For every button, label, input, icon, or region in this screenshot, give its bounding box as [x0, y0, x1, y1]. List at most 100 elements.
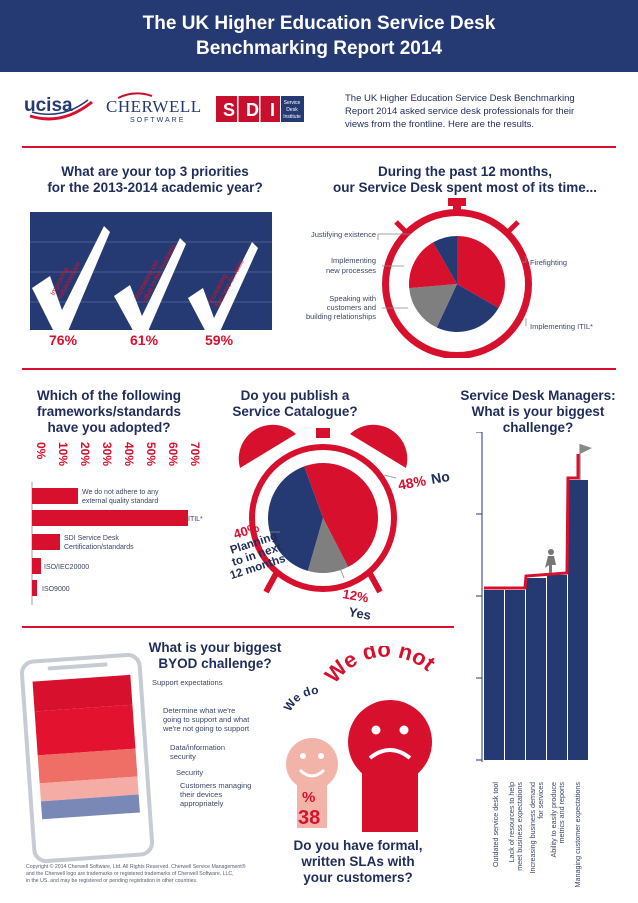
svg-text:Yes: Yes [347, 604, 372, 623]
flag-icon [580, 444, 592, 454]
challenge-chart: Outdated service desk tool Lack of resou… [474, 431, 634, 892]
byod-band-determine [34, 704, 136, 756]
tick-label: 60% [166, 442, 180, 466]
phone-graphic [12, 648, 162, 868]
copyright: Copyright © 2014 Cherwell Software, Ltd.… [26, 864, 246, 884]
svg-text:ISO9000: ISO9000 [42, 586, 70, 593]
byod-band-data [37, 748, 138, 784]
svg-text:%: % [302, 789, 315, 806]
byod-band-customers [40, 794, 140, 820]
svg-text:CHERWELL: CHERWELL [106, 97, 202, 116]
priorities-title: What are your top 3 priorities for the 2… [47, 164, 263, 195]
slice-implementing-new [409, 242, 457, 289]
label-itil: Implementing ITIL* [530, 322, 593, 331]
cherwell-logo: CHERWELL SOFTWARE [104, 88, 204, 126]
slice-planning [268, 466, 323, 571]
svg-text:SDI Service Desk: SDI Service Desk [64, 535, 119, 542]
svg-text:48%: 48% [397, 472, 428, 493]
page-title-line1: The UK Higher Education Service Desk [142, 13, 496, 34]
slice-yes [307, 518, 349, 573]
svg-text:ISO/IEC20000: ISO/IEC20000 [44, 564, 89, 571]
ucisa-logo: ucisa [22, 90, 97, 124]
svg-text:ITIL*: ITIL* [188, 516, 203, 523]
svg-text:12%: 12% [341, 586, 370, 605]
svg-text:new processes: new processes [326, 266, 376, 275]
bar-iso9000 [32, 580, 37, 596]
label-firefighting: Firefighting [530, 258, 567, 267]
sad-face-icon [348, 700, 432, 832]
tick-label: 20% [78, 442, 92, 466]
priorities-graphic: Improvingvalue/welfare Increasing ourval… [30, 212, 272, 354]
checkmark-icon-2 [114, 238, 186, 336]
priority-pct-3: 59% [205, 332, 234, 348]
bar-itil [32, 510, 188, 526]
time-spent-title: During the past 12 months, our Service D… [332, 164, 598, 195]
tick-label: 50% [144, 442, 158, 466]
svg-text:Institute: Institute [283, 114, 301, 120]
challenge-bar-2 [505, 590, 525, 760]
svg-text:Outdated service desk tool: Outdated service desk tool [491, 782, 500, 868]
svg-text:Increasing business demandfor: Increasing business demandfor services [528, 782, 545, 874]
section-divider [22, 368, 616, 370]
happy-face-icon [286, 738, 338, 828]
slice-itil [436, 284, 499, 332]
catalogue-chart: 48% No 40% Planning to in next 12 months… [210, 420, 470, 625]
page-title-line2: Benchmarking Report 2014 [195, 38, 443, 59]
priority-pct-1: 76% [49, 332, 78, 348]
byod-title: What is your biggest BYOD challenge? [148, 640, 282, 671]
tick-label: 30% [100, 442, 114, 466]
bar-iso20000 [32, 558, 41, 574]
slice-speaking [409, 284, 457, 328]
svg-text:Certification/standards: Certification/standards [64, 544, 134, 551]
bell-icon-right [350, 424, 408, 468]
byod-band-security [39, 776, 139, 802]
challenge-title: Service Desk Managers: What is your bigg… [460, 388, 616, 435]
challenge-bar-4 [547, 575, 567, 760]
stopwatch-chart: Justifying existence Implementing new pr… [290, 198, 630, 359]
sla-question: Do you have formal, written SLAs with yo… [293, 838, 423, 885]
catalogue-pie [268, 463, 378, 573]
time-pie [409, 236, 505, 332]
bar-no-standard [32, 488, 78, 504]
title-banner: The UK Higher Education Service Desk Ben… [0, 0, 638, 72]
frameworks-title: Which of the following frameworks/standa… [36, 388, 182, 435]
svg-text:%: % [378, 770, 394, 790]
catalogue-title: Do you publish a Service Catalogue? [232, 388, 358, 419]
section-divider [22, 146, 616, 148]
section-divider [22, 626, 454, 628]
svg-text:Managing customer expectations: Managing customer expectations [573, 782, 582, 888]
svg-text:external quality standard: external quality standard [82, 498, 158, 505]
we-do-not-pct: 62 [368, 790, 401, 823]
tick-label: 40% [122, 442, 136, 466]
checkmark-icon-3 [188, 242, 258, 336]
challenge-bar-5 [568, 480, 588, 760]
checkmark-icon-1 [32, 226, 110, 336]
climber-icon [545, 549, 556, 573]
svg-text:We do not adhere to any: We do not adhere to any [82, 489, 159, 496]
svg-text:SOFTWARE: SOFTWARE [130, 117, 185, 124]
tick-label: 70% [188, 442, 202, 466]
challenge-bar-3 [526, 578, 546, 760]
svg-text:Ability to easily producemetri: Ability to easily producemetrics and rep… [549, 782, 566, 858]
slice-justifying [433, 236, 457, 284]
tick-label: 10% [56, 442, 70, 466]
svg-text:Lack of resources to helpmeet: Lack of resources to helpmeet business e… [507, 782, 524, 871]
svg-text:We do not: We do not [320, 646, 441, 688]
priority-pct-2: 61% [130, 332, 159, 348]
svg-text:Speaking with: Speaking with [329, 294, 376, 303]
intro-text: The UK Higher Education Service Desk Ben… [345, 93, 575, 130]
tick-label: 0% [34, 442, 48, 460]
sla-faces: We do not We do % 38 % 62 [270, 636, 450, 846]
bar-sdi [32, 534, 60, 550]
svg-text:Implementing: Implementing [331, 256, 376, 265]
svg-text:Service: Service [284, 100, 301, 106]
svg-text:building relationships: building relationships [306, 312, 376, 321]
svg-text:SDI: SDI [223, 100, 286, 120]
bell-icon-left [238, 424, 296, 468]
svg-text:Desk: Desk [286, 107, 298, 113]
byod-band-support [32, 674, 133, 712]
frameworks-chart: 0% 10% 20% 30% 40% 50% 60% 70% We do not adhere… [20, 440, 210, 610]
staircase-path [484, 454, 580, 590]
slice-no [304, 463, 378, 567]
challenge-bar-1 [484, 590, 504, 760]
